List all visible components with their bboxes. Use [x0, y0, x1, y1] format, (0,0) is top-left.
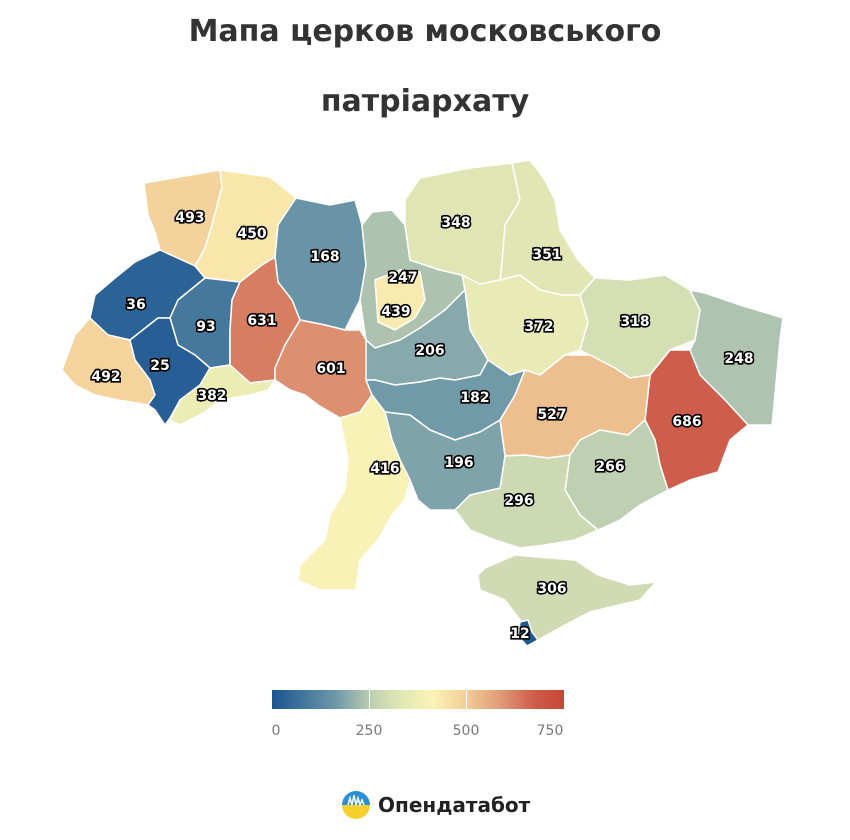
region-value-label-zhytomyr: 168 [310, 249, 339, 265]
region-sevastopol[interactable] [517, 619, 539, 647]
region-value-label-zakarpattia: 492 [91, 369, 120, 385]
region-crimea[interactable] [477, 554, 657, 641]
region-value-label-poltava: 372 [524, 319, 553, 335]
region-value-label-kyiv-oblast: 247 [388, 270, 417, 286]
region-value-label-sumy: 351 [532, 247, 561, 263]
brand-name: Опендатабот [378, 793, 531, 817]
region-value-label-dnipropetrovsk: 527 [537, 407, 566, 423]
legend-tick-0: 0 [271, 723, 281, 739]
legend-tick-250: 250 [355, 723, 383, 739]
legend-tick-500: 500 [452, 723, 480, 739]
page-title-line2: патріархату [320, 84, 530, 119]
region-value-label-chernivtsi: 382 [197, 388, 226, 404]
region-value-label-kherson: 296 [504, 493, 533, 509]
region-chernivtsi[interactable] [169, 364, 276, 426]
region-value-label-mykolaiv: 196 [444, 455, 473, 471]
region-value-label-luhansk: 248 [724, 351, 753, 367]
region-value-label-volyn: 493 [175, 210, 204, 226]
region-odesa[interactable] [297, 394, 411, 591]
region-value-label-zaporizhzhia: 266 [595, 459, 624, 475]
legend-tick-750: 750 [536, 723, 564, 739]
region-value-label-vinnytsia: 601 [316, 361, 345, 377]
region-value-label-sevastopol: 12 [510, 626, 529, 642]
brand-logo: Опендатабот [340, 788, 530, 822]
region-value-label-crimea: 306 [537, 581, 566, 597]
region-value-label-lviv: 36 [126, 297, 145, 313]
opendatabot-icon [342, 791, 370, 819]
region-value-label-donetsk: 686 [672, 414, 701, 430]
region-value-label-kharkiv: 318 [620, 314, 649, 330]
legend-divider [369, 690, 370, 709]
region-value-label-kyiv-city: 439 [381, 304, 410, 320]
color-legend: 0 250 500 750 [272, 690, 564, 745]
region-value-label-odesa: 416 [370, 461, 399, 477]
region-value-label-cherkasy: 206 [415, 343, 444, 359]
region-value-label-rivne: 450 [237, 226, 266, 242]
region-kyiv-city[interactable] [374, 269, 426, 331]
region-value-label-ternopil: 93 [196, 319, 215, 335]
region-luhansk[interactable] [689, 289, 784, 426]
region-value-label-chernihiv: 348 [441, 215, 470, 231]
ukraine-map: 493 450 168 247 348 351 36 93 631 439 372 318 248 492… [61, 159, 784, 647]
region-value-label-kirovohrad: 182 [460, 390, 489, 406]
region-value-label-ivano-frankivsk: 25 [150, 358, 169, 374]
legend-gradient-bar [272, 690, 564, 709]
legend-divider [466, 690, 467, 709]
page-title: Мапа церков московського [188, 14, 662, 49]
region-value-label-khmelnytskyi: 631 [247, 313, 276, 329]
